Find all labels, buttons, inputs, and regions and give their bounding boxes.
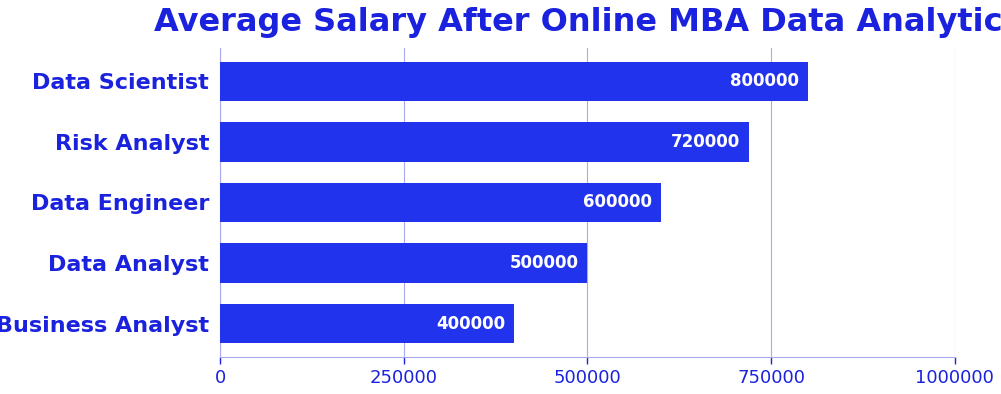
Bar [220,122,749,162]
Bar [220,304,514,343]
Bar [220,62,808,101]
Text: 400000: 400000 [436,314,506,333]
Text: 500000: 500000 [510,254,579,272]
Text: 800000: 800000 [730,72,799,90]
Bar [220,243,588,282]
Bar [220,183,661,222]
Text: 720000: 720000 [671,133,740,151]
Text: 600000: 600000 [583,193,652,212]
Title: Average Salary After Online MBA Data Analytics: Average Salary After Online MBA Data Ana… [153,7,1001,38]
